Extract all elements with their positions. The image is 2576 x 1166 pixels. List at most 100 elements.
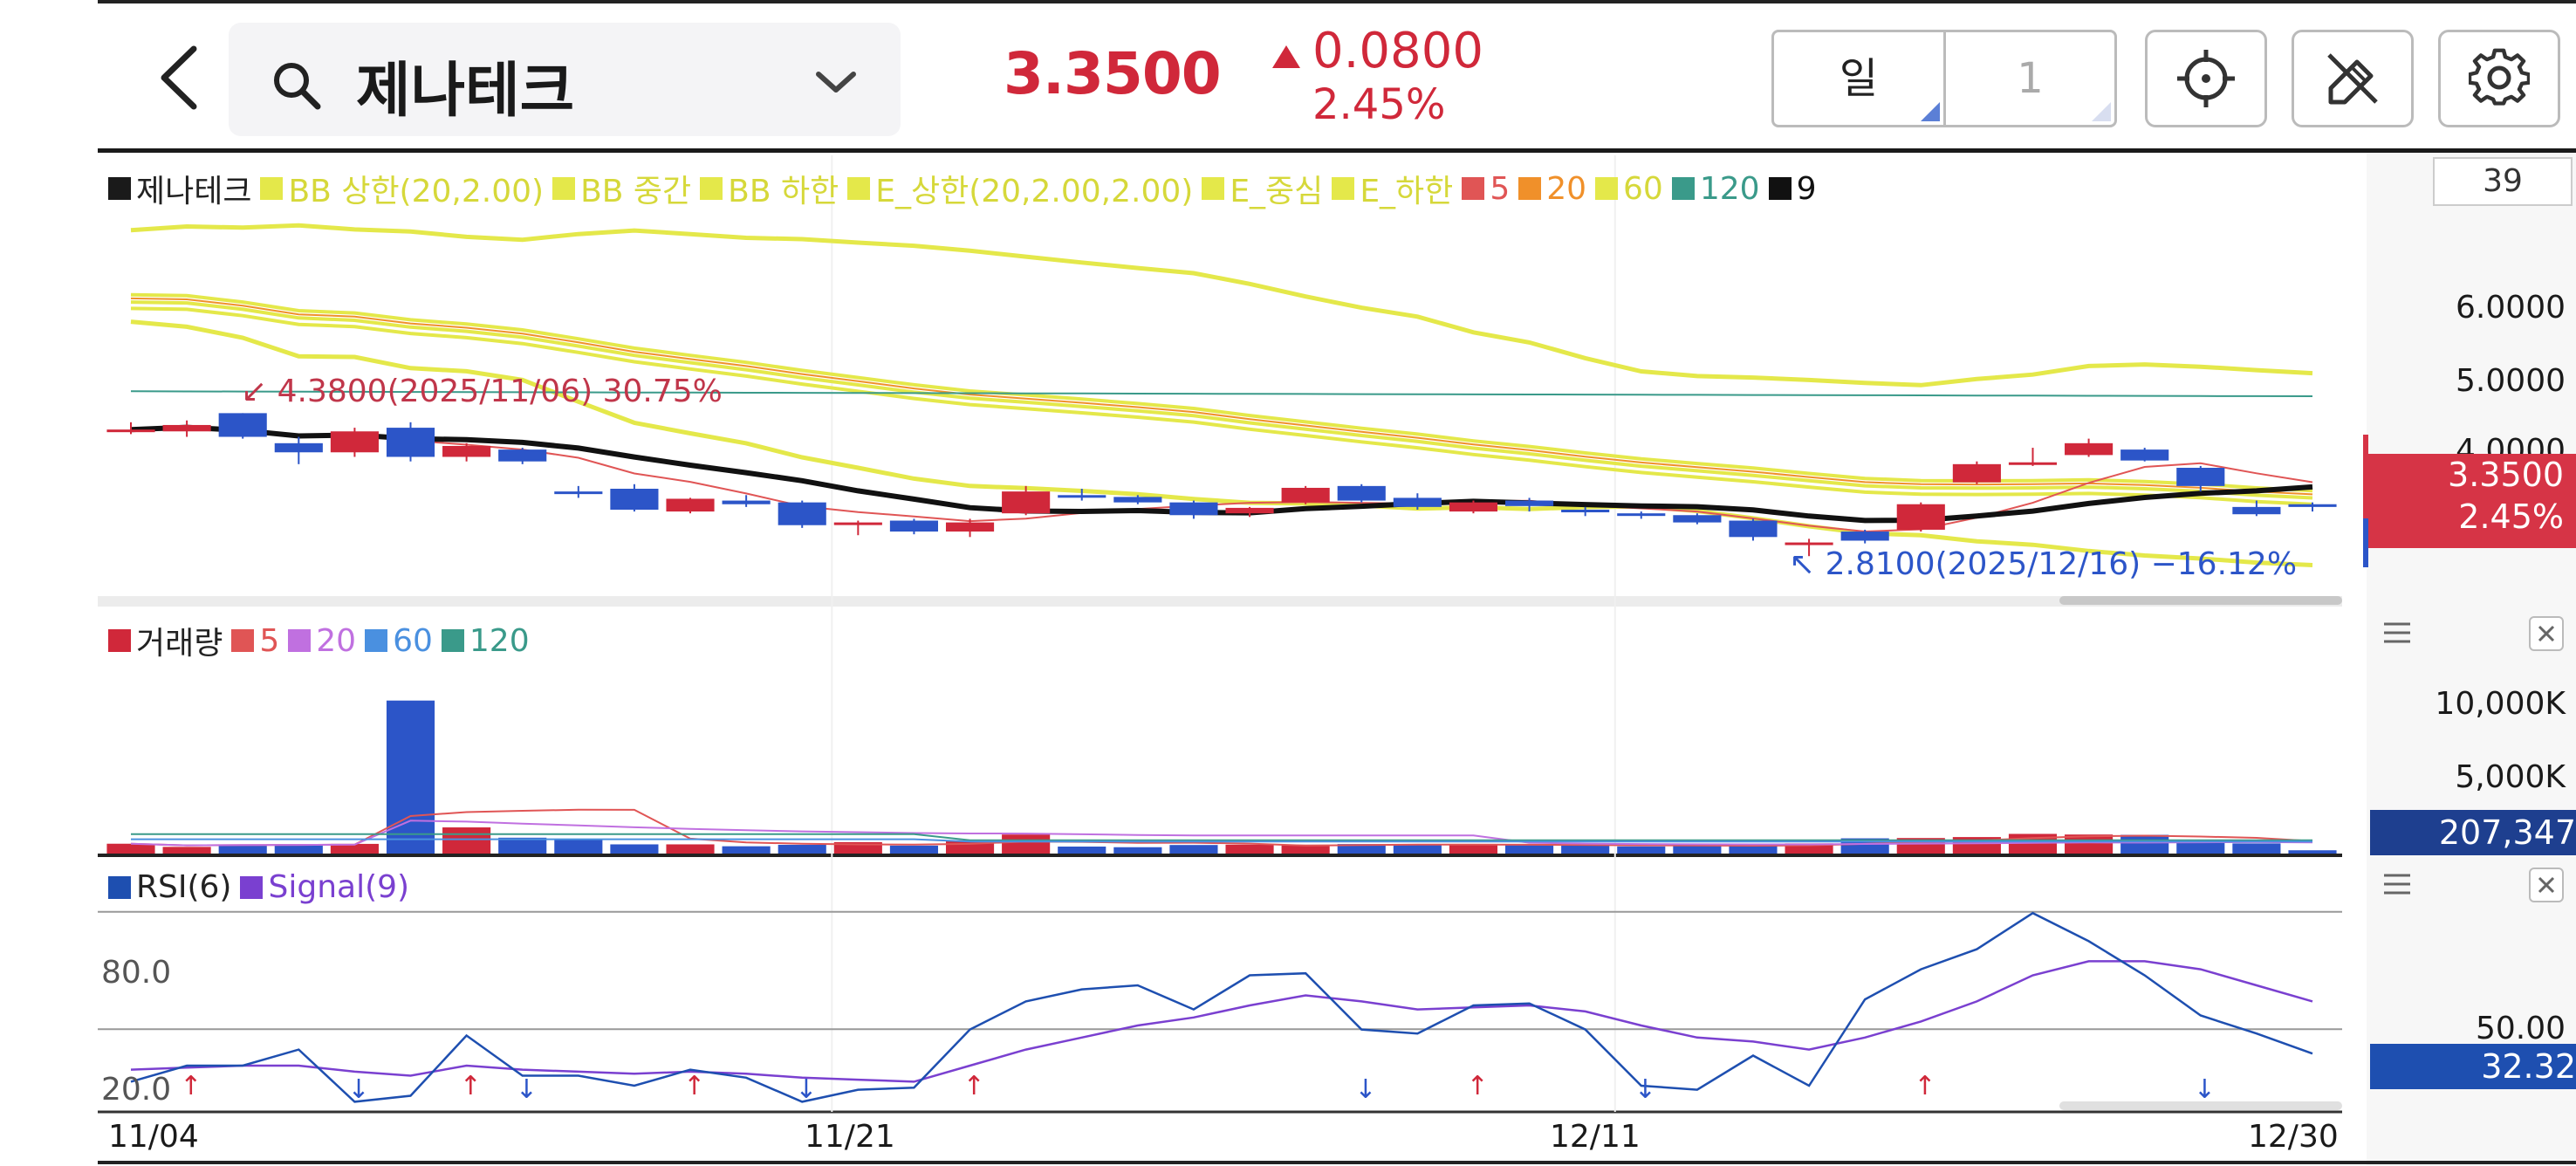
candle-body [330, 431, 379, 453]
volume-bar [666, 844, 715, 854]
visible-count-box[interactable]: 39 [2433, 157, 2573, 206]
stock-name: 제나테크 [356, 57, 575, 126]
price-axis-column [2367, 153, 2576, 1166]
candle-body [1840, 532, 1889, 541]
buy-signal-arrow: ↑ [683, 1071, 705, 1101]
current-price: 3.3500 [1004, 40, 1222, 107]
rsi-legend-item: Signal(9) [268, 869, 410, 905]
up-triangle-icon [1272, 45, 1300, 68]
bb-lower-line [130, 319, 2313, 567]
close-icon [2538, 876, 2555, 894]
drawing-tool-off-icon [2327, 53, 2378, 105]
crosshair-button[interactable] [2145, 30, 2267, 127]
candle-body [1225, 507, 1274, 514]
legend-swatch [108, 629, 131, 652]
volume-bar [554, 839, 603, 854]
price-tag-marker [2363, 435, 2368, 567]
volume-bar [1673, 845, 1722, 854]
settings-button[interactable] [2438, 30, 2560, 127]
legend-swatch [1595, 177, 1619, 200]
chevron-down-icon[interactable] [812, 61, 860, 105]
volume-bar [1281, 844, 1330, 854]
candle-body [1393, 497, 1442, 507]
envelope-lower-line [130, 306, 2313, 506]
period-selector: 일 1 [1771, 30, 2117, 127]
close-panel-button[interactable] [2529, 616, 2564, 651]
close-panel-button[interactable] [2529, 868, 2564, 902]
price-legend-item: 120 [1699, 170, 1760, 207]
candle-body [778, 502, 826, 525]
volume-bar [1058, 847, 1106, 854]
price-legend-item: 9 [1796, 170, 1817, 207]
legend-swatch [231, 629, 255, 652]
volume-bar [2120, 834, 2169, 854]
low-annotation: ↖ 2.8100(2025/12/16) −16.12% [1789, 546, 2298, 582]
stock-search-box[interactable]: 제나테크 [229, 23, 901, 136]
volume-bar [1505, 845, 1554, 854]
candle-body [1058, 495, 1106, 498]
volume-bar [218, 844, 267, 854]
dropdown-corner-icon [2092, 102, 2111, 121]
volume-bar [778, 845, 826, 854]
volume-bar [1393, 845, 1442, 854]
x-axis-label: 11/21 [805, 1119, 895, 1155]
volume-axis-label: 5,000K [2455, 759, 2566, 795]
legend-swatch [552, 177, 576, 200]
volume-legend-item: 60 [393, 622, 433, 659]
rsi-legend: RSI(6) Signal(9) [108, 869, 409, 905]
close-icon [2538, 625, 2555, 642]
ma20-line [130, 297, 2313, 496]
volume-ma20-line [130, 820, 2313, 847]
candle-body [1673, 515, 1722, 523]
candle-body [554, 491, 603, 495]
buy-signal-arrow: ↑ [1914, 1071, 1935, 1101]
period-count-button[interactable]: 1 [1946, 32, 2114, 125]
drawing-off-button[interactable] [2292, 30, 2414, 127]
price-legend-item: BB 하한 [728, 174, 839, 209]
panel-separator [98, 596, 2342, 607]
legend-swatch [1518, 177, 1542, 200]
dropdown-corner-icon [1921, 102, 1940, 121]
volume-tag: 207,347 [2370, 810, 2576, 855]
volume-bar [1169, 845, 1218, 854]
candle-body [833, 522, 882, 525]
back-button[interactable] [150, 38, 211, 117]
period-day-label: 일 [1839, 54, 1879, 103]
sell-signal-arrow: ↓ [347, 1074, 369, 1105]
volume-bar [274, 844, 323, 854]
candle-body [2065, 442, 2114, 456]
volume-ma120-line [131, 833, 2312, 841]
sell-signal-arrow: ↓ [795, 1074, 817, 1105]
candle-body [1952, 463, 2001, 483]
candle-body [218, 413, 267, 437]
sell-signal-arrow: ↓ [1634, 1074, 1656, 1105]
legend-swatch [108, 875, 131, 899]
volume-bar [442, 827, 491, 854]
legend-swatch [847, 177, 871, 200]
hamburger-menu-icon[interactable] [2382, 621, 2412, 644]
candle-body [1281, 487, 1330, 503]
volume-bar [2065, 834, 2114, 854]
candle-body [2176, 468, 2225, 486]
volume-legend-item: 거래량 [136, 626, 223, 662]
price-legend-item: BB 상한(20,2.00) [288, 174, 545, 209]
high-annotation-text: 4.3800(2025/11/06) 30.75% [277, 374, 723, 409]
volume-bar [1729, 846, 1778, 854]
candle-body [1896, 504, 1945, 530]
rsi-tag: 32.32 [2370, 1044, 2576, 1089]
top-border [98, 0, 2576, 3]
volume-bar [722, 846, 771, 854]
volume-bar [1449, 844, 1498, 854]
search-icon [274, 63, 321, 110]
x-axis-label: 12/11 [1550, 1119, 1641, 1155]
legend-swatch [1462, 177, 1485, 200]
candle-body [1729, 520, 1778, 538]
price-legend-item: E_중심 [1230, 174, 1324, 209]
current-price-tag: 3.3500 2.45% [2367, 454, 2576, 548]
volume-bar [162, 847, 211, 854]
hamburger-menu-icon[interactable] [2382, 873, 2412, 895]
candle-body [442, 445, 491, 457]
volume-bar [1785, 843, 1833, 854]
period-day-button[interactable]: 일 [1774, 32, 1946, 125]
